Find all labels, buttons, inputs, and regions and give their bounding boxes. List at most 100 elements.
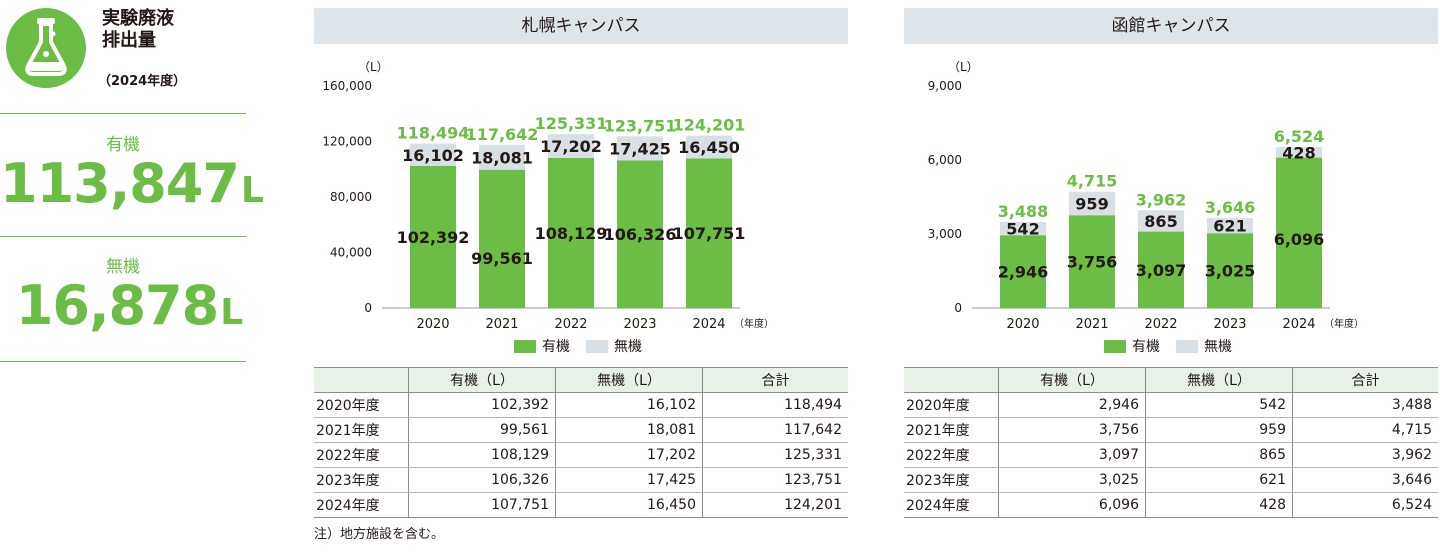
data-label-inorganic: 959 — [1075, 195, 1108, 214]
bar-organic — [1138, 231, 1184, 308]
col-total: 合計 — [1292, 367, 1438, 393]
cell-total: 3,646 — [1292, 467, 1438, 493]
cell-inorganic: 621 — [1145, 467, 1293, 493]
cell-total: 6,524 — [1292, 492, 1438, 518]
cell-organic: 107,751 — [408, 492, 556, 518]
x-tick-label: 2021 — [1075, 317, 1108, 332]
summary-panel: 実験廃液 排出量 （2024年度） 有機 113,847L 無機 16,878L — [0, 0, 264, 552]
cell-year: 2020年度 — [314, 392, 409, 418]
data-label-inorganic: 17,202 — [540, 137, 602, 156]
cell-year: 2022年度 — [904, 442, 999, 468]
x-tick-label: 2020 — [1006, 317, 1039, 332]
data-label-organic: 3,097 — [1136, 261, 1187, 280]
bar-organic — [479, 169, 525, 308]
y-tick-label: 0 — [954, 301, 962, 315]
sapporo-table: 有機（L） 無機（L） 合計 2020年度 102,392 16,102 118,49… — [314, 367, 848, 518]
table-header-row: 有機（L） 無機（L） 合計 — [904, 367, 1438, 393]
hakodate-table: 有機（L） 無機（L） 合計 2020年度 2,946 542 3,488 2021年度… — [904, 367, 1438, 518]
x-tick-label: 2020 — [416, 317, 449, 332]
legend-organic-swatch — [514, 339, 536, 353]
table-row: 2022年度 3,097 865 3,962 — [904, 442, 1438, 468]
cell-year: 2024年度 — [904, 492, 999, 518]
legend-inorganic-swatch — [586, 339, 608, 353]
organic-total-value: 113,847 — [0, 152, 240, 215]
cell-organic: 108,129 — [408, 442, 556, 468]
x-axis-unit: （年度） — [1324, 317, 1364, 330]
table-row: 2020年度 2,946 542 3,488 — [904, 392, 1438, 418]
col-organic: 有機（L） — [998, 367, 1146, 393]
col-total: 合計 — [702, 367, 848, 393]
flask-icon-circle — [6, 8, 86, 88]
legend-organic-label: 有機 — [542, 339, 570, 355]
hakodate-legend: 有機 無機 — [1104, 336, 1232, 356]
data-label-organic: 108,129 — [535, 224, 608, 243]
data-label-inorganic: 865 — [1144, 212, 1177, 231]
col-organic: 有機（L） — [408, 367, 556, 393]
data-label-total: 123,751 — [604, 116, 677, 135]
bar-organic — [1000, 235, 1046, 308]
sapporo-chart-title: 札幌キャンパス — [314, 8, 848, 44]
cell-organic: 3,756 — [998, 417, 1146, 443]
sapporo-chart: （L） 0 40,000 80,000 120,000 160,000 118,494 16,… — [322, 60, 774, 332]
cell-organic: 102,392 — [408, 392, 556, 418]
y-tick-label: 160,000 — [322, 79, 372, 93]
inorganic-label: 無機 — [106, 257, 140, 277]
x-tick-label: 2024 — [1282, 317, 1315, 332]
y-tick-label: 9,000 — [928, 79, 962, 93]
table-row: 2021年度 3,756 959 4,715 — [904, 417, 1438, 443]
cell-total: 117,642 — [702, 417, 848, 443]
data-label-inorganic: 428 — [1282, 143, 1315, 162]
table-row: 2023年度 106,326 17,425 123,751 — [314, 467, 848, 493]
cell-year: 2023年度 — [904, 467, 999, 493]
divider — [0, 113, 246, 114]
legend-organic-label: 有機 — [1132, 339, 1160, 355]
data-label-total: 117,642 — [466, 125, 539, 144]
y-tick-label: 0 — [364, 301, 372, 315]
bar-inorganic — [1000, 221, 1046, 236]
cell-inorganic: 17,202 — [555, 442, 703, 468]
table-row: 2023年度 3,025 621 3,646 — [904, 467, 1438, 493]
legend-organic-swatch — [1104, 339, 1126, 353]
bar-inorganic — [1069, 191, 1115, 216]
col-inorganic: 無機（L） — [1145, 367, 1293, 393]
data-label-organic: 106,326 — [604, 225, 677, 244]
data-label-total: 125,331 — [535, 114, 608, 133]
bar-inorganic — [1138, 210, 1184, 232]
cell-inorganic: 18,081 — [555, 417, 703, 443]
cell-total: 4,715 — [1292, 417, 1438, 443]
data-label-inorganic: 16,102 — [402, 146, 464, 165]
data-label-inorganic: 16,450 — [678, 138, 740, 157]
cell-inorganic: 16,102 — [555, 392, 703, 418]
legend-inorganic: 無機 — [586, 336, 642, 356]
legend-inorganic-label: 無機 — [614, 339, 642, 355]
x-tick-label: 2024 — [692, 317, 725, 332]
table-row: 2020年度 102,392 16,102 118,494 — [314, 392, 848, 418]
cell-organic: 106,326 — [408, 467, 556, 493]
cell-year: 2020年度 — [904, 392, 999, 418]
hakodate-campus: 函館キャンパス （L） 0 3,000 6,000 9,000 3,488 542 2,946… — [904, 0, 1438, 552]
cell-year: 2024年度 — [314, 492, 409, 518]
cell-organic: 3,025 — [998, 467, 1146, 493]
cell-inorganic: 428 — [1145, 492, 1293, 518]
cell-total: 3,488 — [1292, 392, 1438, 418]
data-label-total: 118,494 — [397, 124, 470, 143]
data-label-total: 3,646 — [1205, 198, 1256, 217]
bar-inorganic — [1276, 147, 1322, 158]
inorganic-total-value: 16,878 — [15, 274, 219, 337]
summary-title: 実験廃液 排出量 — [102, 8, 174, 52]
legend-inorganic: 無機 — [1176, 336, 1232, 356]
organic-label: 有機 — [106, 135, 140, 155]
footnote: 注）地方施設を含む。 — [314, 527, 445, 542]
bar-organic — [1276, 157, 1322, 308]
bar-inorganic — [1207, 218, 1253, 234]
hakodate-chart-title: 函館キャンパス — [904, 8, 1438, 44]
bar-inorganic — [410, 143, 456, 166]
bar-inorganic — [617, 136, 663, 161]
cell-inorganic: 542 — [1145, 392, 1293, 418]
cell-organic: 6,096 — [998, 492, 1146, 518]
cell-total: 124,201 — [702, 492, 848, 518]
x-tick-label: 2022 — [1144, 317, 1177, 332]
legend-inorganic-swatch — [1176, 339, 1198, 353]
cell-inorganic: 865 — [1145, 442, 1293, 468]
